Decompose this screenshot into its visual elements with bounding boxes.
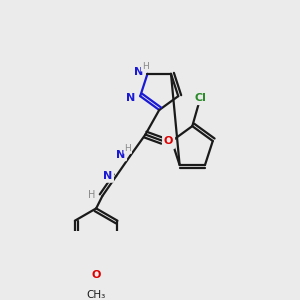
Text: N: N	[103, 171, 112, 181]
Text: N: N	[116, 150, 125, 160]
Text: O: O	[92, 269, 101, 280]
Text: N: N	[134, 67, 143, 77]
Text: H: H	[124, 144, 131, 153]
Text: CH₃: CH₃	[86, 290, 106, 300]
Text: N: N	[126, 93, 136, 103]
Text: H: H	[142, 61, 148, 70]
Text: S: S	[164, 134, 173, 148]
Text: O: O	[164, 136, 173, 146]
Text: Cl: Cl	[194, 93, 206, 103]
Text: H: H	[88, 190, 95, 200]
